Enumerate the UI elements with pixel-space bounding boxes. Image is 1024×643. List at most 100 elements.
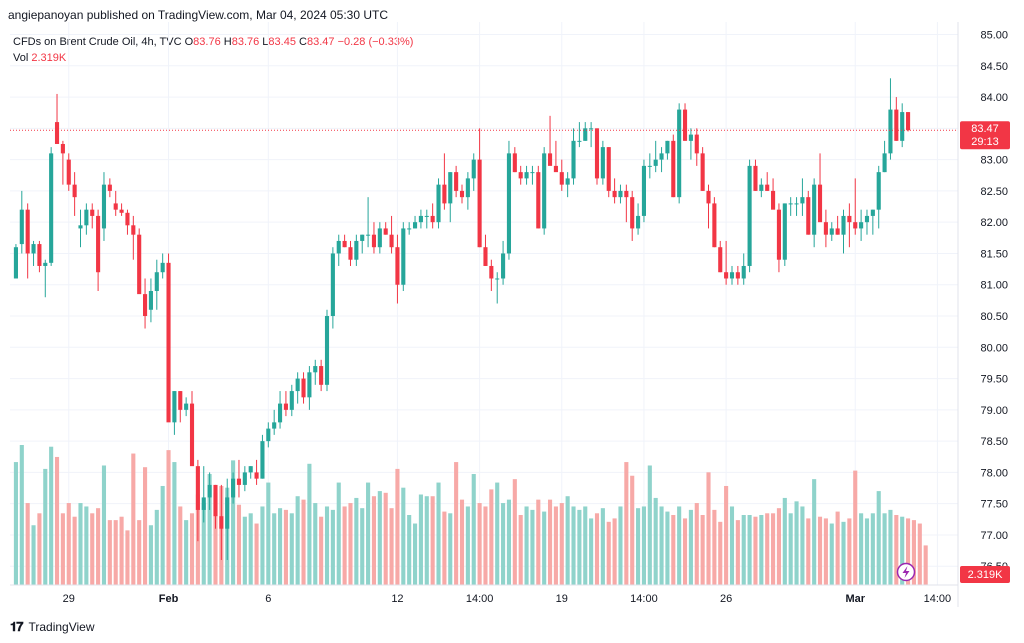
volume-bar	[90, 513, 95, 585]
candle-body	[436, 184, 441, 223]
price-tick-label: 82.00	[980, 217, 1008, 229]
candle	[442, 153, 447, 210]
candle-body	[894, 109, 899, 141]
candle	[489, 259, 494, 291]
candle	[96, 209, 101, 291]
volume-bar	[753, 516, 758, 585]
volume-bar	[718, 521, 723, 585]
candle	[195, 459, 200, 542]
time-tick-label: 14:00	[466, 593, 494, 605]
candle	[600, 140, 605, 185]
candle-body	[841, 215, 846, 235]
candle	[266, 422, 271, 448]
candle	[577, 122, 582, 148]
candle-body	[137, 234, 142, 295]
candle-body	[536, 172, 541, 229]
candle	[647, 153, 652, 179]
candle-body	[336, 240, 341, 254]
candle	[641, 159, 647, 223]
volume-bar	[19, 445, 24, 585]
volume-label[interactable]: Vol	[13, 52, 29, 64]
candle-body	[806, 197, 811, 235]
candle	[84, 203, 89, 235]
candle-body	[260, 441, 265, 479]
candle-body	[724, 272, 729, 279]
volume-bar	[189, 513, 195, 585]
symbol-name[interactable]: CFDs on Brent Crude Oil, 4h, TVC	[13, 36, 182, 48]
volume-bar	[700, 515, 705, 585]
volume-bar	[618, 506, 623, 585]
volume-bar	[800, 506, 805, 585]
candle-body	[594, 128, 600, 179]
candle	[342, 234, 347, 248]
volume-bar	[366, 482, 371, 585]
close-label: C	[299, 36, 307, 48]
candle	[125, 209, 130, 235]
candle	[759, 178, 764, 198]
volume-bar	[389, 508, 394, 585]
volume-bar	[624, 462, 629, 585]
volume-bar	[324, 506, 330, 585]
volume-bar	[395, 468, 400, 585]
candle-body	[360, 234, 365, 241]
candle-body	[60, 143, 65, 154]
volume-bar	[495, 482, 500, 585]
candle-body	[565, 178, 570, 185]
candle-body	[542, 153, 547, 229]
candle-body	[166, 262, 171, 423]
candle	[823, 209, 828, 248]
candle-body	[547, 153, 553, 166]
volume-bar	[289, 513, 294, 585]
volume-bar	[242, 516, 247, 585]
candle	[624, 184, 629, 223]
candle-body	[43, 262, 48, 266]
volume-bar	[31, 525, 36, 585]
candle	[459, 184, 465, 204]
candle	[706, 184, 711, 229]
footer-brand[interactable]: TradingView	[28, 620, 95, 634]
candle	[360, 234, 365, 254]
tradingview-logo-icon[interactable]: 𝟏𝟕	[10, 619, 24, 634]
candle-body	[219, 516, 224, 529]
candle	[43, 259, 48, 298]
flash-icon[interactable]	[896, 562, 916, 582]
candle-body	[583, 128, 588, 141]
price-tick-label: 81.00	[980, 280, 1008, 292]
volume-bar	[583, 506, 588, 585]
candle	[477, 128, 482, 248]
candle	[295, 372, 300, 404]
candle	[254, 459, 259, 485]
candle	[512, 147, 517, 173]
volume-bar	[547, 499, 553, 585]
candle-body	[143, 294, 148, 317]
candle-body	[283, 403, 288, 410]
volume-bar	[25, 503, 30, 585]
candle-body	[906, 112, 911, 131]
volume-bar	[559, 503, 564, 585]
candle-body	[225, 497, 230, 529]
candle	[324, 309, 330, 392]
candle-body	[600, 147, 605, 179]
volume-bar	[747, 515, 752, 585]
candle-body	[653, 159, 658, 166]
candle	[712, 197, 717, 248]
candle	[694, 128, 699, 166]
candle-body	[888, 109, 893, 154]
volume-bar	[483, 506, 488, 585]
candle	[448, 172, 453, 223]
volume-bar	[553, 506, 558, 585]
candle-body	[688, 134, 693, 141]
volume-bar	[137, 520, 142, 585]
candle-body	[788, 203, 793, 205]
candle-body	[553, 165, 558, 173]
time-axis: 29 Feb 6 12 14:00 19 14:00 26 Mar 14:00	[63, 593, 952, 605]
candle	[817, 153, 823, 223]
candle	[841, 209, 846, 254]
volume-bar	[295, 496, 300, 585]
candle	[700, 147, 705, 191]
candle	[418, 209, 423, 229]
candle	[336, 234, 341, 266]
volume-bar	[319, 516, 324, 585]
